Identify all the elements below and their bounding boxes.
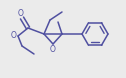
- Text: O: O: [50, 45, 56, 54]
- Text: O: O: [18, 10, 24, 18]
- Text: O: O: [11, 32, 17, 40]
